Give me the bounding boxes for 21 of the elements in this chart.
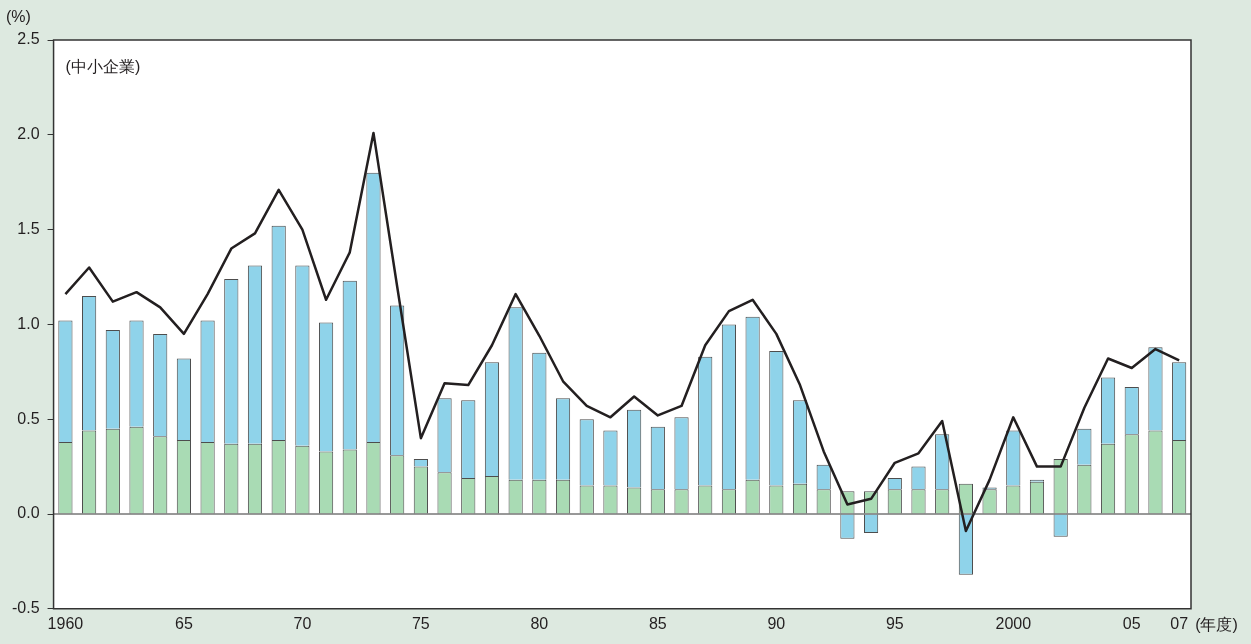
y-tick-label: 2.0 <box>17 125 40 143</box>
annotation: (中小企業) <box>65 58 141 76</box>
x-tick-label: 75 <box>411 614 430 632</box>
y-tick-label: 2.5 <box>17 30 40 48</box>
x-tick-label: 07 <box>1170 614 1189 632</box>
x-tick-label: 65 <box>175 614 193 632</box>
x-tick-label: 95 <box>885 614 904 632</box>
y-tick-label: 1.0 <box>17 314 40 332</box>
y-axis-title: (%) <box>6 8 31 26</box>
y-tick-label: 1.5 <box>17 220 40 238</box>
y-tick-label: -0.5 <box>11 599 40 617</box>
x-tick-label: 70 <box>293 614 312 632</box>
x-tick-label: 90 <box>767 614 786 632</box>
y-tick-label: 0.0 <box>17 504 40 522</box>
x-axis-title: (年度) <box>1195 616 1238 634</box>
x-tick-label: 2000 <box>995 614 1032 632</box>
x-tick-label: 85 <box>648 614 667 632</box>
x-tick-label: 05 <box>1122 614 1141 632</box>
x-tick-label: 80 <box>530 614 549 632</box>
x-tick-label: 1960 <box>47 614 84 632</box>
y-tick-label: 0.5 <box>17 409 40 427</box>
